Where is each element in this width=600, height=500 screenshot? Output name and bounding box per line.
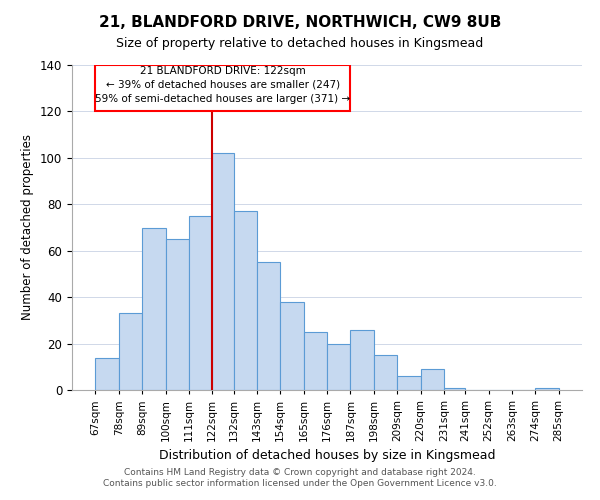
Bar: [142, 228, 166, 390]
Text: Contains HM Land Registry data © Crown copyright and database right 2024.
Contai: Contains HM Land Registry data © Crown c…: [103, 468, 497, 487]
Bar: [166, 239, 189, 390]
Text: Size of property relative to detached houses in Kingsmead: Size of property relative to detached ho…: [116, 38, 484, 51]
Bar: [421, 369, 444, 390]
Y-axis label: Number of detached properties: Number of detached properties: [22, 134, 34, 320]
Bar: [233, 212, 257, 390]
Bar: [350, 330, 374, 390]
Bar: [95, 358, 119, 390]
Bar: [397, 376, 421, 390]
Text: 59% of semi-detached houses are larger (371) →: 59% of semi-detached houses are larger (…: [95, 94, 350, 104]
Bar: [212, 153, 233, 390]
Bar: [444, 388, 465, 390]
Bar: [119, 314, 142, 390]
Bar: [535, 388, 559, 390]
Text: 21 BLANDFORD DRIVE: 122sqm: 21 BLANDFORD DRIVE: 122sqm: [140, 66, 306, 76]
Bar: [327, 344, 350, 390]
Text: ← 39% of detached houses are smaller (247): ← 39% of detached houses are smaller (24…: [106, 80, 340, 90]
X-axis label: Distribution of detached houses by size in Kingsmead: Distribution of detached houses by size …: [159, 450, 495, 462]
Text: 21, BLANDFORD DRIVE, NORTHWICH, CW9 8UB: 21, BLANDFORD DRIVE, NORTHWICH, CW9 8UB: [99, 15, 501, 30]
Bar: [304, 332, 327, 390]
Bar: [257, 262, 280, 390]
Bar: [95, 65, 350, 112]
Bar: [280, 302, 304, 390]
Bar: [374, 355, 397, 390]
Bar: [189, 216, 212, 390]
